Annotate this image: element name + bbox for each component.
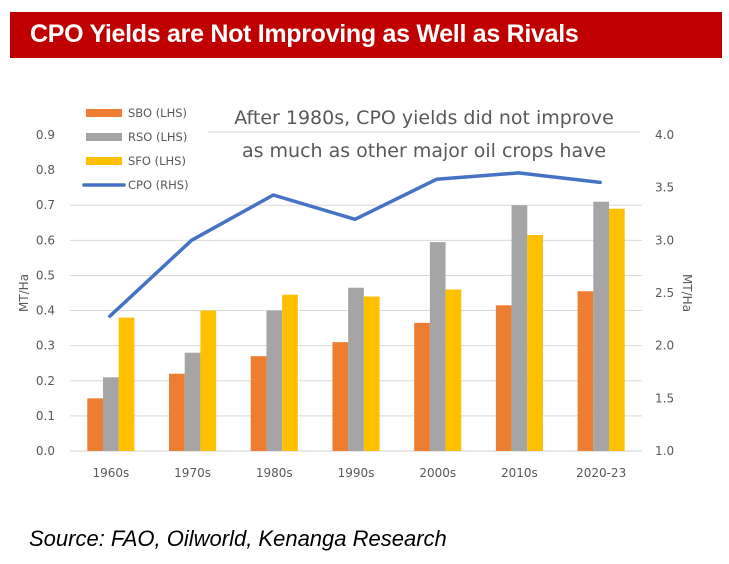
legend-label: CPO (RHS) — [128, 178, 189, 192]
bar-sbo — [495, 305, 512, 451]
cpo-line-series — [108, 171, 602, 318]
legend-label: SBO (LHS) — [128, 106, 187, 120]
x-tick-label: 2000s — [419, 466, 456, 480]
title-banner: CPO Yields are Not Improving as Well as … — [10, 12, 722, 58]
bar-sfo — [527, 235, 543, 451]
right-axis-ticks: 1.0 1.5 2.0 2.5 3.0 3.5 4.0 — [655, 128, 674, 458]
left-tick-label: 0.0 — [36, 444, 55, 458]
bar-rso — [348, 287, 364, 451]
right-tick-label: 4.0 — [655, 128, 674, 142]
bar-rso — [511, 205, 528, 451]
bar-sfo — [608, 208, 625, 451]
bar-rso — [266, 310, 283, 451]
bar-sbo — [577, 291, 594, 451]
legend-swatch-rso — [86, 133, 122, 141]
left-tick-label: 0.9 — [36, 128, 55, 142]
legend: SBO (LHS) RSO (LHS) SFO (LHS) CPO (RHS) — [82, 106, 189, 192]
left-tick-label: 0.5 — [36, 268, 55, 282]
bar-sfo — [118, 317, 135, 451]
legend-swatch-sfo — [86, 157, 122, 165]
x-tick-label: 2020-23 — [576, 466, 626, 480]
right-tick-label: 3.5 — [655, 181, 674, 195]
bar-sbo — [87, 398, 104, 451]
x-tick-label: 1990s — [338, 466, 375, 480]
right-tick-label: 1.5 — [655, 391, 674, 405]
bar-rso — [593, 201, 609, 451]
left-tick-label: 0.2 — [36, 374, 55, 388]
left-axis-title: MT/Ha — [17, 274, 31, 312]
bar-sfo — [445, 289, 462, 451]
bar-sbo — [250, 356, 267, 451]
left-tick-label: 0.8 — [36, 163, 55, 177]
right-tick-label: 2.5 — [655, 286, 674, 300]
left-tick-label: 0.1 — [36, 409, 55, 423]
right-tick-label: 1.0 — [655, 444, 674, 458]
bar-sfo — [363, 296, 380, 451]
bar-rso — [184, 352, 201, 451]
left-tick-label: 0.6 — [36, 233, 55, 247]
legend-swatch-sbo — [86, 109, 122, 117]
left-tick-label: 0.4 — [36, 304, 55, 318]
left-tick-label: 0.7 — [36, 198, 55, 212]
bar-rso — [429, 242, 446, 451]
annotation-box: After 1980s, CPO yields did not improve … — [208, 107, 640, 162]
bar-sbo — [332, 342, 349, 451]
bar-rso — [103, 377, 119, 451]
bar-sbo — [169, 373, 185, 451]
x-axis-ticks: 1960s 1970s 1980s 1990s 2000s 2010s 2020-23 — [92, 466, 626, 480]
bars — [87, 201, 625, 451]
x-tick-label: 2010s — [501, 466, 538, 480]
legend-label: SFO (LHS) — [128, 154, 186, 168]
chart: 0.0 0.1 0.2 0.3 0.4 0.5 0.6 0.7 0.8 0.9 1.0 1.5 2.0… — [17, 106, 694, 480]
annotation-line-2: as much as other major oil crops have — [242, 140, 606, 162]
bar-sfo — [200, 310, 217, 451]
x-tick-label: 1960s — [92, 466, 129, 480]
source-note: Source: FAO, Oilworld, Kenanga Research — [29, 526, 447, 551]
bar-sfo — [282, 294, 298, 451]
chart-title: CPO Yields are Not Improving as Well as … — [30, 20, 579, 48]
right-axis-title: MT/Ha — [680, 274, 694, 312]
right-tick-label: 2.0 — [655, 339, 674, 353]
left-tick-label: 0.3 — [36, 339, 55, 353]
bar-sbo — [414, 322, 430, 451]
x-tick-label: 1970s — [174, 466, 211, 480]
legend-label: RSO (LHS) — [128, 130, 187, 144]
annotation-line-1: After 1980s, CPO yields did not improve — [234, 107, 614, 129]
x-tick-label: 1980s — [256, 466, 293, 480]
left-axis-ticks: 0.0 0.1 0.2 0.3 0.4 0.5 0.6 0.7 0.8 0.9 — [36, 128, 55, 458]
right-tick-label: 3.0 — [655, 233, 674, 247]
